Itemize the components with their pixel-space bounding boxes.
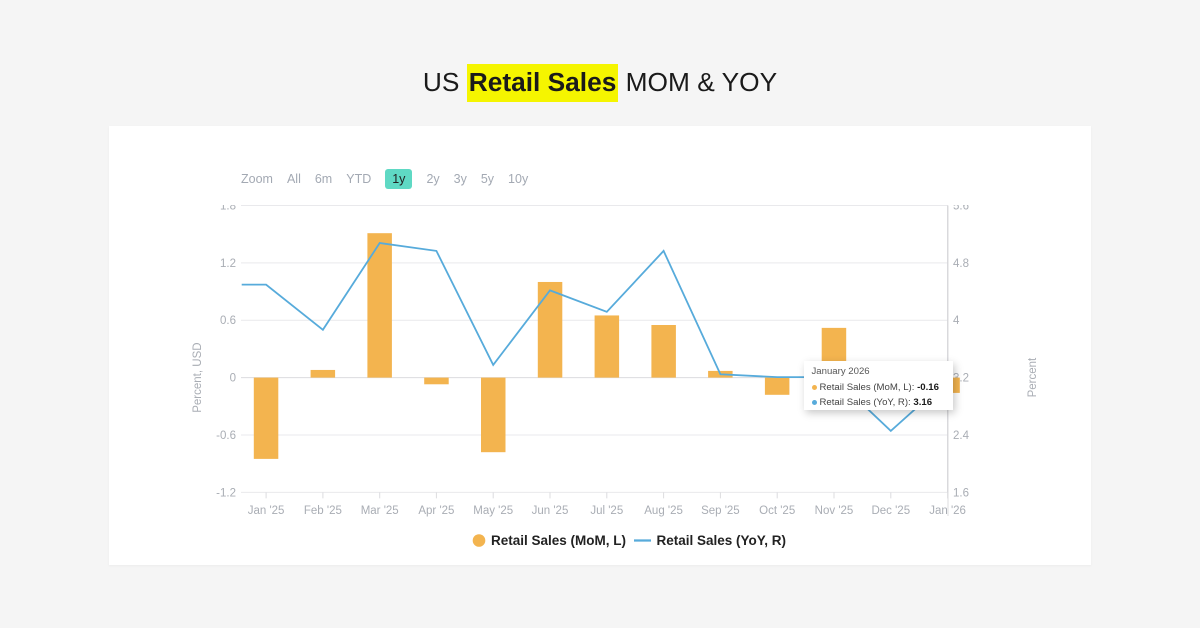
svg-text:Dec '25: Dec '25 xyxy=(871,505,910,517)
svg-text:Mar '25: Mar '25 xyxy=(361,505,399,517)
svg-text:Retail Sales (MoM, L): Retail Sales (MoM, L) xyxy=(491,533,626,548)
svg-text:Sep '25: Sep '25 xyxy=(701,505,740,517)
svg-text:Apr '25: Apr '25 xyxy=(418,505,454,517)
svg-text:Jun '25: Jun '25 xyxy=(532,505,569,517)
svg-text:4: 4 xyxy=(953,315,960,327)
svg-text:1.8: 1.8 xyxy=(220,205,236,213)
svg-text:Percent: Percent xyxy=(1027,357,1039,397)
svg-text:2.4: 2.4 xyxy=(953,430,970,442)
svg-text:1.2: 1.2 xyxy=(220,258,236,270)
svg-text:-1.2: -1.2 xyxy=(216,487,236,499)
svg-text:0.6: 0.6 xyxy=(220,315,236,327)
svg-text:Aug '25: Aug '25 xyxy=(644,505,683,517)
svg-text:Percent, USD: Percent, USD xyxy=(192,342,204,412)
svg-text:5.6: 5.6 xyxy=(953,205,969,213)
svg-text:Nov '25: Nov '25 xyxy=(815,505,854,517)
svg-text:0: 0 xyxy=(230,373,236,385)
svg-text:Retail Sales (YoY, R): Retail Sales (YoY, R) xyxy=(657,533,787,548)
svg-text:Oct '25: Oct '25 xyxy=(759,505,795,517)
svg-text:-0.6: -0.6 xyxy=(216,430,236,442)
svg-text:Jan '25: Jan '25 xyxy=(248,505,285,517)
svg-text:Jan '26: Jan '26 xyxy=(929,505,966,517)
svg-text:1.6: 1.6 xyxy=(953,487,969,499)
svg-text:4.8: 4.8 xyxy=(953,258,969,270)
svg-text:Feb '25: Feb '25 xyxy=(304,505,342,517)
svg-text:May '25: May '25 xyxy=(473,505,513,517)
svg-text:Jul '25: Jul '25 xyxy=(590,505,623,517)
